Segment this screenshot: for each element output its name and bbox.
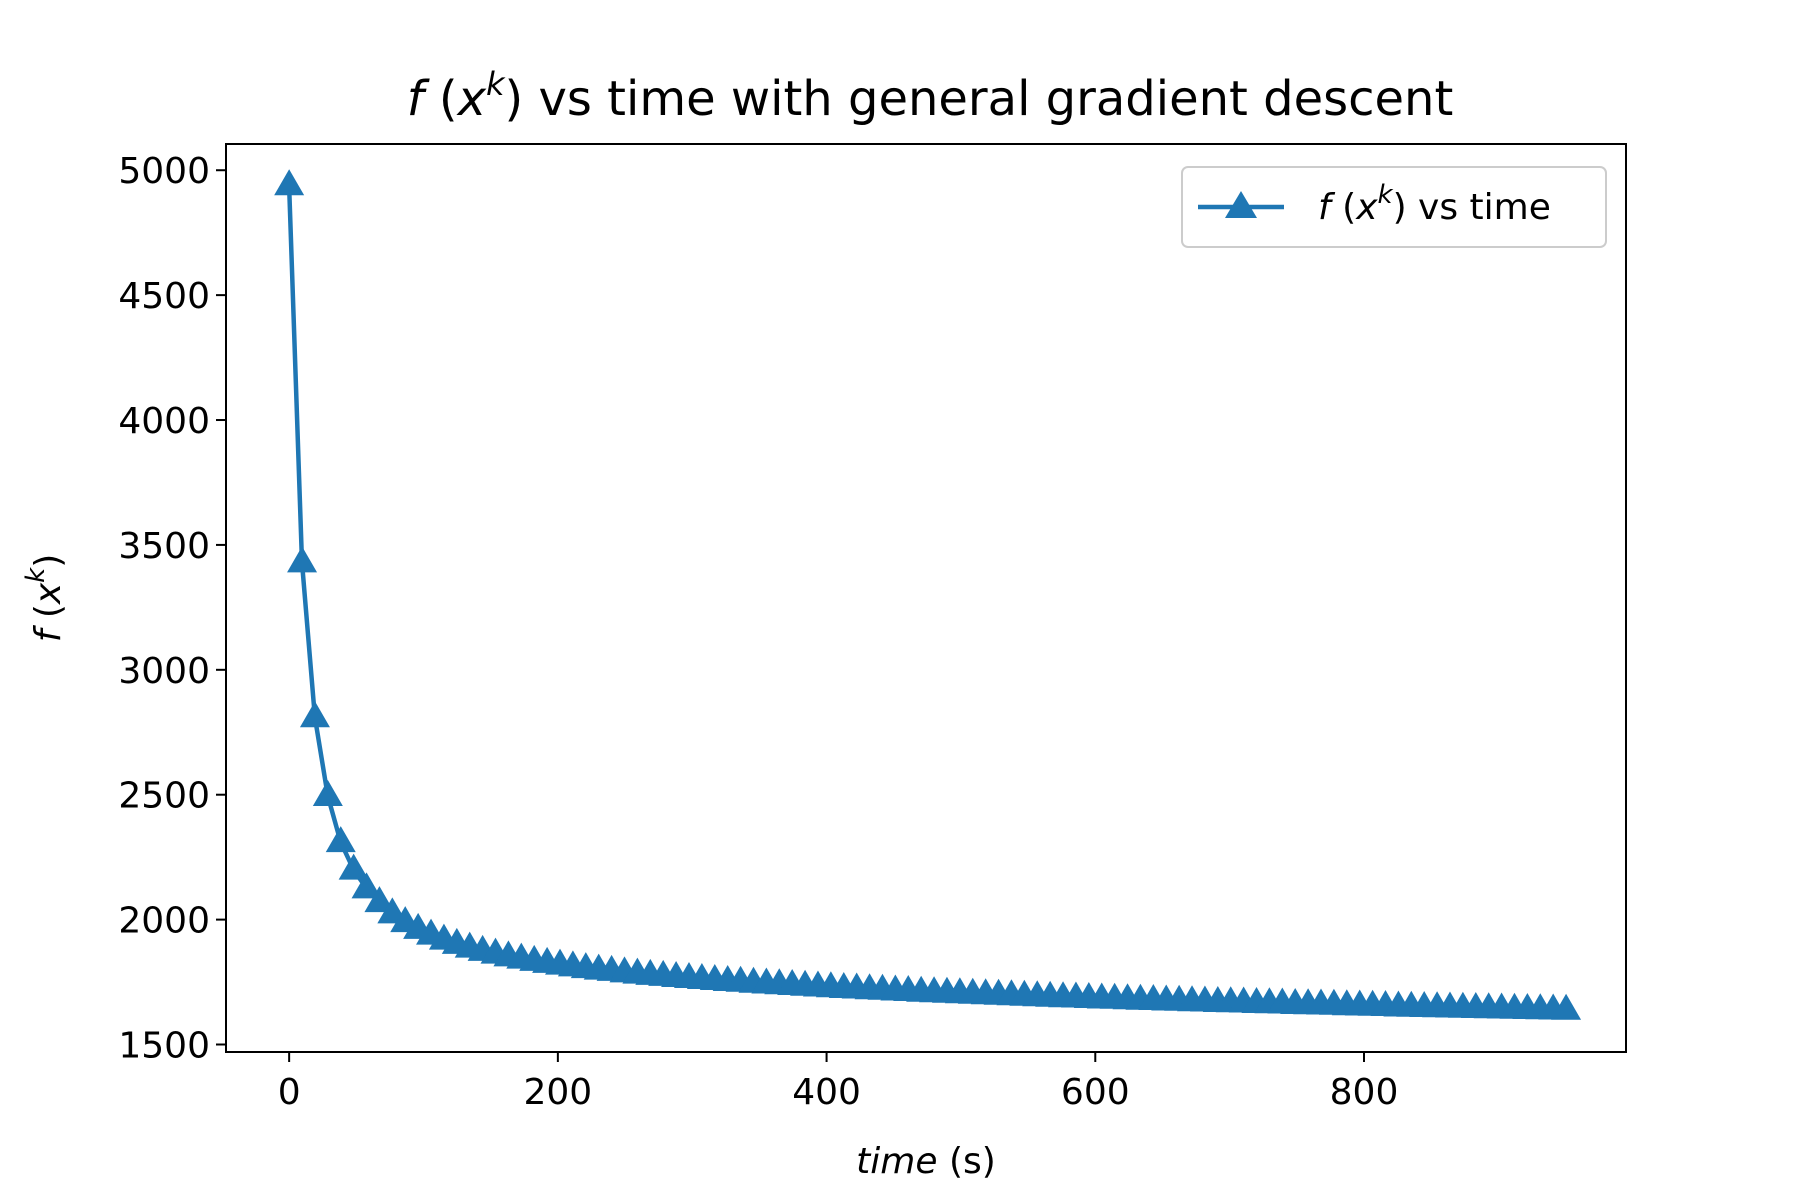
x-tick-label: 0 xyxy=(278,1072,301,1113)
x-tick-label: 400 xyxy=(792,1072,861,1113)
plot-area-frame xyxy=(225,143,1627,1053)
y-tick-label: 1500 xyxy=(118,1026,210,1067)
legend: f (xk) vs time xyxy=(1181,166,1607,248)
legend-box xyxy=(1181,166,1607,248)
x-axis-label: time (s) xyxy=(856,1141,996,1182)
data-point-marker xyxy=(325,826,356,853)
chart-title: f (xk) vs time with general gradient des… xyxy=(407,65,1454,127)
y-tick-label: 4500 xyxy=(118,276,210,317)
y-tick-label: 2000 xyxy=(118,901,210,942)
y-tick-label: 5000 xyxy=(118,151,210,192)
data-point-marker xyxy=(364,886,395,913)
x-tick-label: 600 xyxy=(1061,1072,1130,1113)
data-point-marker xyxy=(274,169,305,196)
y-axis-label: f (xk) xyxy=(21,554,69,643)
x-tick-label: 800 xyxy=(1330,1072,1399,1113)
data-point-marker xyxy=(287,546,318,573)
legend-label: f (xk) vs time xyxy=(1318,180,1551,228)
y-tick-label: 3000 xyxy=(118,651,210,692)
series-markers xyxy=(274,169,1582,1020)
data-point-marker xyxy=(299,701,330,728)
y-axis-ticks: 1500 2000 2500 3000 3500 4000 4500 5000 xyxy=(118,151,226,1067)
x-tick-label: 200 xyxy=(524,1072,593,1113)
data-point-marker xyxy=(351,872,382,899)
data-point-marker xyxy=(338,853,369,880)
x-axis-ticks: 0 200 400 600 800 xyxy=(278,1052,1399,1113)
data-point-marker xyxy=(312,779,343,806)
legend-marker-swatch xyxy=(1225,191,1257,218)
y-tick-label: 4000 xyxy=(118,401,210,442)
y-tick-label: 3500 xyxy=(118,526,210,567)
data-point-marker xyxy=(1551,993,1582,1020)
y-tick-label: 2500 xyxy=(118,776,210,817)
